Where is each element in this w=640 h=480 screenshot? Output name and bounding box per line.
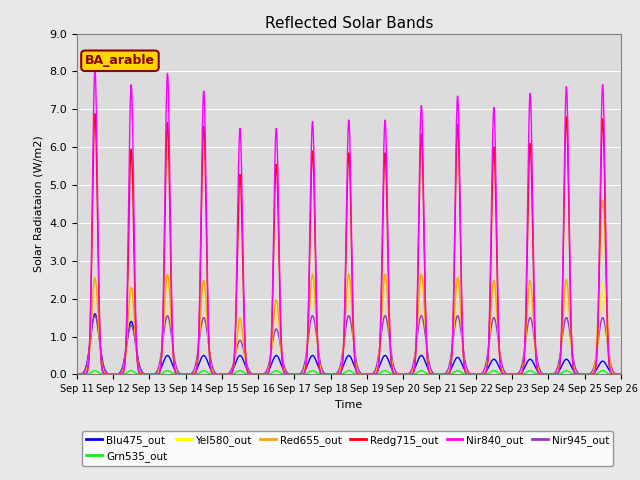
Y-axis label: Solar Radiataion (W/m2): Solar Radiataion (W/m2) [34, 136, 44, 272]
X-axis label: Time: Time [335, 400, 362, 409]
Legend: Blu475_out, Grn535_out, Yel580_out, Red655_out, Redg715_out, Nir840_out, Nir945_: Blu475_out, Grn535_out, Yel580_out, Red6… [82, 431, 613, 466]
Text: BA_arable: BA_arable [85, 54, 155, 67]
Title: Reflected Solar Bands: Reflected Solar Bands [264, 16, 433, 31]
